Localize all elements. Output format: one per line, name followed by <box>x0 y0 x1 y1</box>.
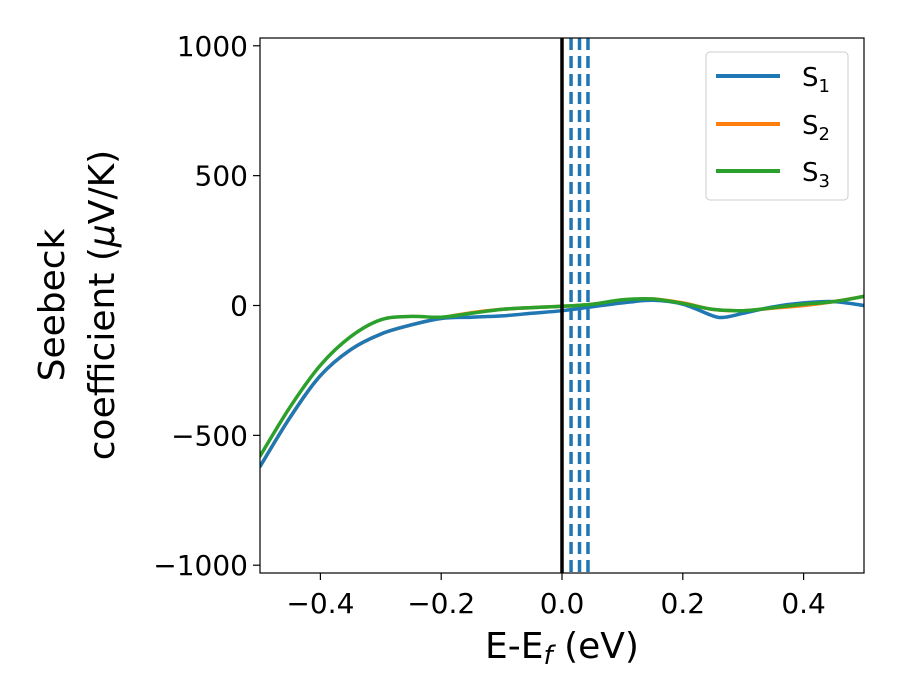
x-tick-label: 0.0 <box>540 587 585 620</box>
x-axis-label: E-Ef (eV) <box>485 626 639 671</box>
legend-label-s3: S3 <box>802 158 830 192</box>
y-tick-label: 0 <box>230 290 248 323</box>
legend-label-s2: S2 <box>802 111 830 145</box>
y-tick-label: −500 <box>171 419 248 452</box>
vertical-lines-layer <box>560 38 590 573</box>
y-tick-label: 1000 <box>177 30 248 63</box>
x-tick-label: 0.2 <box>661 587 706 620</box>
y-axis-ticks: 1000 500 0 −500 −1000 <box>153 30 260 582</box>
x-tick-label: −0.2 <box>407 587 475 620</box>
y-axis-label: Seebeck coefficient (μV/K) <box>32 150 123 460</box>
legend-label-s1: S1 <box>802 63 830 97</box>
x-axis-ticks: −0.4 −0.2 0.0 0.2 0.4 <box>286 573 826 620</box>
plot-frame <box>259 37 865 574</box>
x-tick-label: −0.4 <box>286 587 354 620</box>
y-axis-label-line2: coefficient (μV/K) <box>82 150 123 460</box>
y-axis-label-line1: Seebeck <box>32 228 73 381</box>
y-tick-label: 500 <box>195 160 248 193</box>
legend: S1 S2 S3 <box>705 51 849 201</box>
x-tick-label: 0.4 <box>781 587 826 620</box>
y-tick-label: −1000 <box>153 549 248 582</box>
